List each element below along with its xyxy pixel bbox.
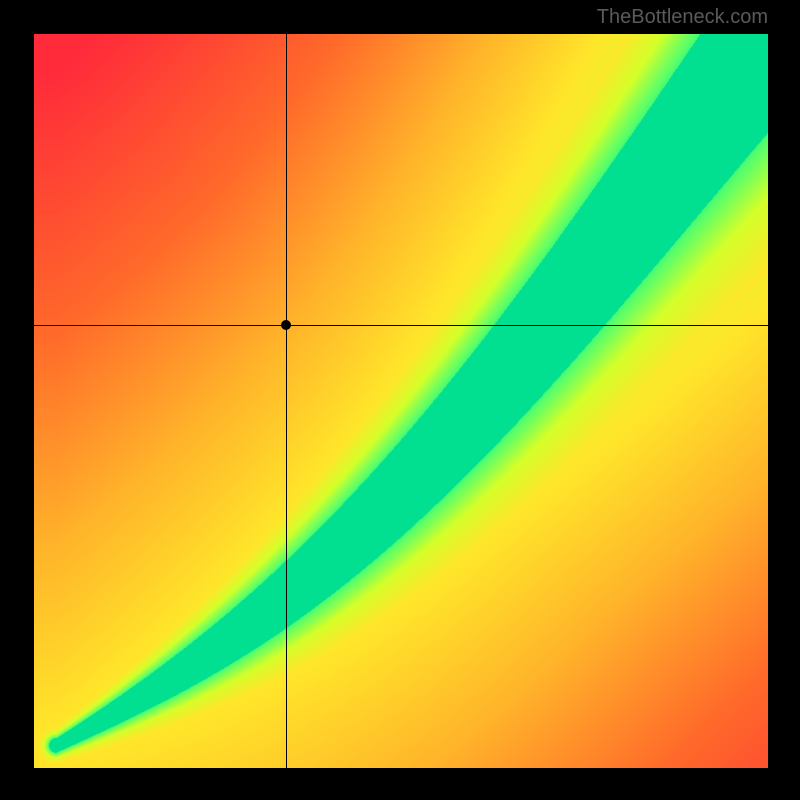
plot-area bbox=[34, 34, 768, 768]
marker-dot bbox=[281, 320, 291, 330]
crosshair-vertical bbox=[286, 34, 287, 768]
chart-container: TheBottleneck.com bbox=[0, 0, 800, 800]
crosshair-horizontal bbox=[34, 325, 768, 326]
watermark-text: TheBottleneck.com bbox=[597, 6, 768, 29]
heatmap-canvas bbox=[34, 34, 768, 768]
